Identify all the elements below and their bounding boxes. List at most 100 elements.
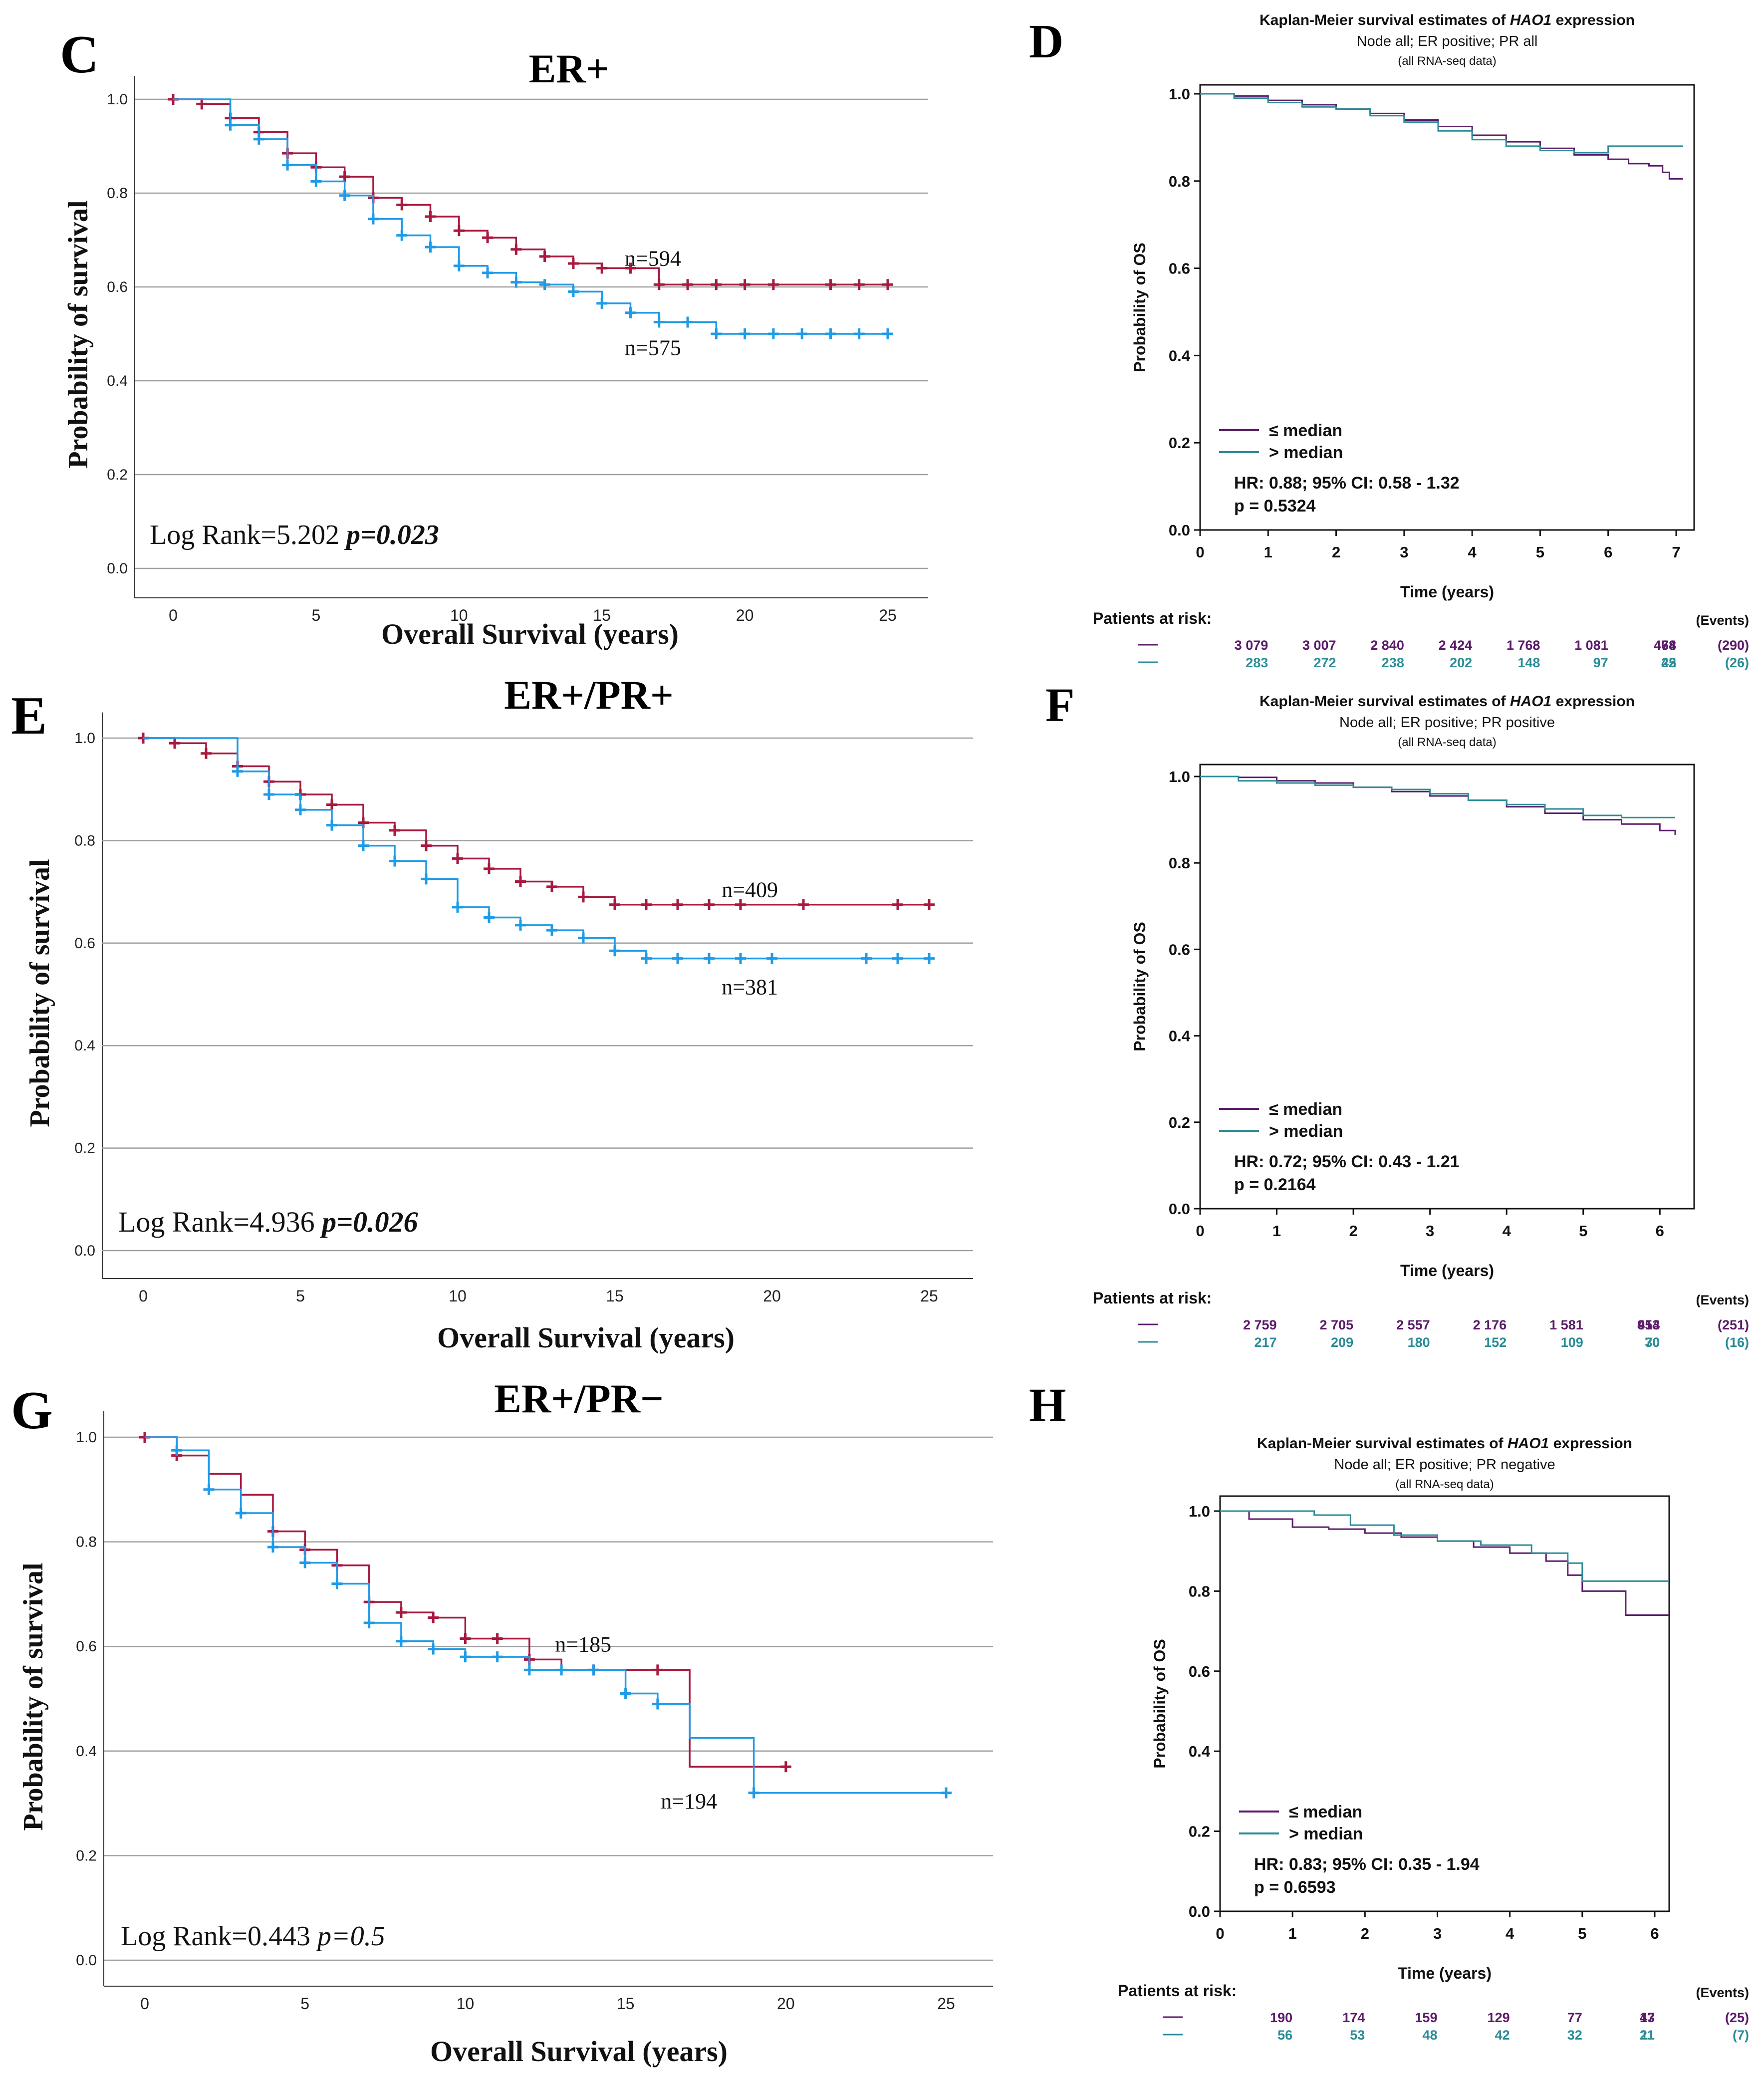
risk-low-value: 68 (1661, 638, 1676, 653)
y-tick-label: 1.0 (1169, 85, 1190, 103)
x-axis-label: Overall Survival (years) (430, 2035, 728, 2068)
km-title: Kaplan-Meier survival estimates of HAO1 … (1260, 12, 1635, 28)
censor-mark-blue (299, 1557, 311, 1568)
censor-mark-red (641, 899, 652, 910)
x-tick-label: 10 (450, 606, 468, 624)
censor-mark-red (892, 899, 903, 910)
risk-high-value: 148 (1517, 655, 1540, 670)
y-tick-label: 0.0 (107, 560, 128, 577)
series-line-purple (1200, 776, 1676, 835)
censor-mark-blue (395, 1635, 407, 1647)
censor-mark-blue (861, 953, 872, 964)
risk-high-value: 45 (1661, 655, 1676, 670)
risk-high-value: 202 (1450, 655, 1472, 670)
censor-mark-red (510, 244, 522, 255)
risk-high-value: 97 (1593, 655, 1608, 670)
censor-mark-blue (546, 925, 557, 936)
risk-low-value: 1 768 (1507, 638, 1540, 653)
censor-mark-blue (892, 953, 903, 964)
y-tick-label: 0.2 (1189, 1823, 1210, 1840)
censor-mark-blue (704, 953, 715, 964)
km-subtitle-2: (all RNA-seq data) (1398, 736, 1496, 749)
y-axis-label: Probability of OS (1131, 243, 1149, 372)
censor-mark-blue (326, 819, 337, 831)
y-tick-label: 0.6 (1169, 941, 1190, 958)
x-tick-label: 0 (1196, 543, 1204, 561)
panel-D: D Kaplan-Meier survival estimates of HAO1… (1029, 12, 1749, 670)
risk-low-value: (251) (1718, 1317, 1749, 1332)
risk-low-value: 2 759 (1243, 1317, 1277, 1332)
censor-mark-red (704, 899, 715, 910)
log-rank-value: Log Rank=4.936 (118, 1206, 322, 1238)
risk-high-value: 152 (1484, 1335, 1507, 1350)
censor-mark-blue (556, 1664, 567, 1676)
km-title: Kaplan-Meier survival estimates of HAO1 … (1257, 1435, 1632, 1452)
censor-mark-blue (711, 328, 722, 339)
p-value-text: p = 0.5324 (1234, 497, 1316, 516)
censor-mark-red (739, 279, 751, 290)
censor-mark-blue (421, 873, 432, 885)
censor-mark-blue (253, 133, 264, 145)
y-axis-label: Probability of survival (63, 200, 94, 468)
censor-mark-blue (225, 119, 236, 131)
censor-mark-blue (367, 213, 379, 225)
risk-events-label: (Events) (1696, 1293, 1749, 1307)
risk-table-label: Patients at risk: (1093, 1289, 1212, 1307)
censor-mark-blue (482, 267, 494, 278)
censor-mark-blue (739, 328, 751, 339)
x-tick-label: 20 (763, 1287, 781, 1305)
plot-frame (1199, 84, 1695, 531)
risk-high-value: (26) (1725, 655, 1749, 670)
censor-mark-red (711, 279, 722, 290)
risk-high-value: (7) (1733, 2028, 1749, 2043)
risk-low-value: 2 840 (1370, 638, 1404, 653)
risk-low-value: 1 081 (1574, 638, 1608, 653)
series-line-blue (173, 98, 888, 335)
km-title-gene: HAO1 (1508, 1435, 1549, 1452)
legend-high-label: > median (1269, 1122, 1343, 1141)
risk-high-value: 48 (1422, 2028, 1437, 2043)
censor-mark-blue (389, 855, 400, 867)
risk-low-value: 174 (1342, 2010, 1365, 2025)
y-tick-label: 0.8 (1169, 854, 1190, 872)
x-tick-label: 6 (1656, 1222, 1664, 1240)
x-tick-label: 10 (449, 1287, 467, 1305)
risk-low-value: 474 (1654, 638, 1676, 653)
legend-high-label: > median (1289, 1824, 1363, 1843)
n-label-red: n=594 (625, 247, 681, 271)
x-tick-label: 25 (879, 606, 897, 624)
risk-high-value: 238 (1382, 655, 1404, 670)
y-tick-label: 1.0 (1169, 768, 1190, 785)
p-value-text: p = 0.2164 (1234, 1175, 1316, 1194)
panel-letter: F (1045, 678, 1075, 732)
x-tick-label: 0 (169, 606, 178, 624)
censor-mark-blue (295, 804, 306, 815)
censor-mark-red (395, 1607, 407, 1618)
log-rank-text: Log Rank=0.443 p=0.5 (121, 1921, 385, 1952)
y-tick-label: 1.0 (74, 730, 95, 747)
censor-mark-blue (588, 1664, 599, 1676)
censor-mark-blue (492, 1651, 503, 1663)
risk-high-value: 217 (1254, 1335, 1276, 1350)
censor-mark-blue (625, 307, 636, 318)
risk-high-value: 32 (1567, 2028, 1582, 2043)
censor-mark-red (425, 211, 436, 222)
x-tick-label: 15 (593, 606, 611, 624)
legend-low-label: ≤ median (1269, 1100, 1342, 1119)
x-tick-label: 15 (606, 1287, 624, 1305)
censor-mark-blue (171, 1445, 183, 1456)
x-tick-label: 25 (920, 1287, 938, 1305)
y-axis-label: Probability of OS (1151, 1639, 1169, 1769)
censor-mark-red (652, 1664, 663, 1676)
censor-mark-red (825, 279, 836, 290)
p-value: p=0.023 (344, 519, 439, 550)
risk-low-value: 3 079 (1235, 638, 1268, 653)
censor-mark-red (515, 876, 526, 887)
km-subtitle-2: (all RNA-seq data) (1395, 1478, 1494, 1491)
censor-mark-blue (924, 953, 935, 964)
censor-mark-blue (578, 932, 589, 944)
x-tick-label: 1 (1288, 1925, 1297, 1942)
x-tick-label: 5 (296, 1287, 305, 1305)
censor-mark-red (492, 1633, 503, 1644)
censor-mark-blue (515, 919, 526, 931)
